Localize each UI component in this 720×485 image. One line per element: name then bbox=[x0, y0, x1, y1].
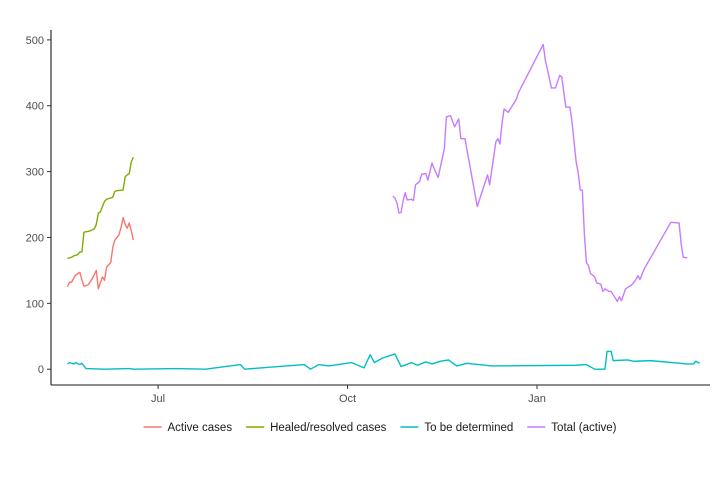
plot-area bbox=[66, 43, 701, 370]
legend-label: Active cases bbox=[168, 422, 233, 434]
x-tick-label: Oct bbox=[339, 393, 356, 405]
y-tick-label: 300 bbox=[26, 167, 44, 179]
y-tick-label: 100 bbox=[26, 298, 44, 310]
series-line-total-active bbox=[392, 43, 688, 303]
legend: Active cases Healed/resolved cases To be d… bbox=[143, 422, 617, 434]
legend-label: To be determined bbox=[424, 422, 513, 434]
y-tick-label: 500 bbox=[26, 35, 44, 47]
x-tick-label: Jul bbox=[151, 393, 165, 405]
x-tick-label: Jan bbox=[528, 393, 546, 405]
x-axis: Jul Oct Jan bbox=[151, 385, 546, 405]
legend-label: Total (active) bbox=[551, 422, 616, 434]
y-tick-label: 200 bbox=[26, 232, 44, 244]
y-tick-label: 400 bbox=[26, 101, 44, 113]
series-line-active-cases bbox=[66, 217, 135, 290]
y-axis: 0 100 200 300 400 500 bbox=[26, 35, 51, 376]
legend-label: Healed/resolved cases bbox=[270, 422, 387, 434]
y-tick-label: 0 bbox=[38, 364, 44, 376]
series-line-to-be-determined bbox=[67, 350, 701, 370]
series-line-healed-resolved-cases bbox=[67, 156, 135, 260]
